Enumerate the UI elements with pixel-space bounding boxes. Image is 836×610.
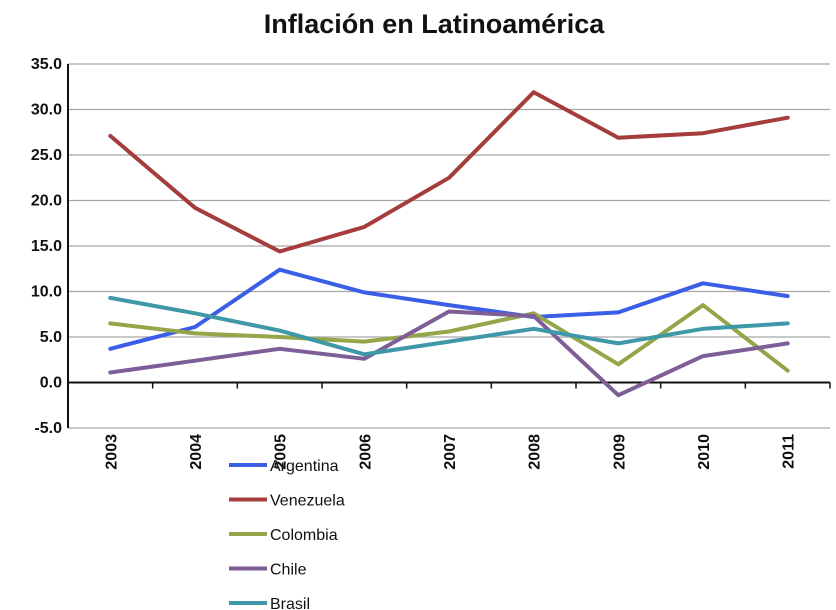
y-tick-label: 35.0 [31, 56, 62, 73]
x-tick-label: 2007 [442, 434, 459, 470]
x-tick-label: 2006 [357, 434, 374, 470]
series-line-chile [108, 309, 790, 398]
y-tick-label: 30.0 [31, 102, 62, 119]
x-tick-label: 2004 [188, 434, 205, 470]
x-tick-label: 2010 [696, 434, 713, 470]
legend-label: Brasil [270, 596, 310, 610]
legend-label: Chile [270, 562, 307, 579]
legend-label: Argentina [270, 458, 339, 475]
x-tick-label: 2009 [611, 434, 628, 470]
y-tick-label: 10.0 [31, 284, 62, 301]
legend-label: Venezuela [270, 493, 345, 510]
y-axis-tick-labels: 35.0 30.0 25.0 20.0 15.0 10.0 5.0 0.0 -5.0 [31, 56, 62, 437]
x-tick-label: 2008 [527, 434, 544, 470]
y-tick-label: 5.0 [40, 329, 62, 346]
x-tick-label: 2003 [103, 434, 120, 470]
series-line-argentina [108, 267, 790, 351]
series-lines [108, 90, 790, 398]
axes [67, 64, 831, 428]
y-tick-label: -5.0 [34, 420, 62, 437]
legend-label: Colombia [270, 527, 338, 544]
series-line-venezuela [108, 90, 790, 254]
legend: Argentina Venezuela Colombia Chile Brasil [229, 458, 345, 610]
x-tick-label: 2011 [781, 434, 798, 469]
y-tick-label: 0.0 [40, 375, 62, 392]
series-line-brasil [108, 295, 790, 357]
y-tick-label: 15.0 [31, 238, 62, 255]
gridlines [68, 63, 830, 429]
x-axis-tick-labels: 2003 2004 2005 2006 2007 2008 2009 2010 2011 [103, 434, 797, 470]
y-tick-label: 20.0 [31, 193, 62, 210]
series-line-colombia [108, 303, 790, 373]
y-tick-label: 25.0 [31, 147, 62, 164]
chart-title: Inflación en Latinoamérica [264, 9, 606, 39]
x-tick-label: 2005 [273, 434, 290, 470]
